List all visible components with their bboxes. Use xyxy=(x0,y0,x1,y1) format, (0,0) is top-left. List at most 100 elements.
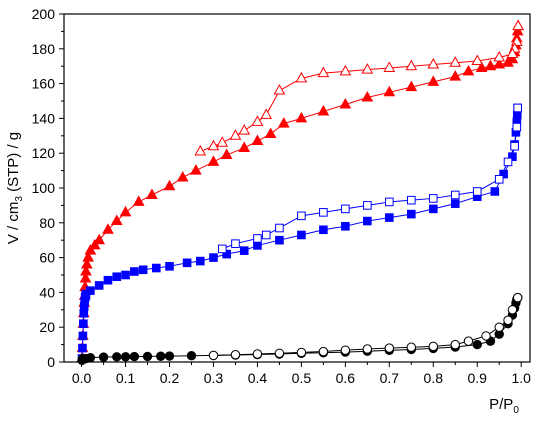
data-point xyxy=(78,331,88,341)
x-tick-label: 0.6 xyxy=(336,370,356,386)
data-point xyxy=(146,188,158,199)
data-point xyxy=(493,50,506,62)
data-point xyxy=(341,204,350,214)
data-point xyxy=(261,230,271,240)
x-tick-label: 0.2 xyxy=(160,370,180,386)
data-point xyxy=(296,347,307,358)
data-point xyxy=(110,214,123,226)
data-point xyxy=(121,270,130,280)
data-point xyxy=(252,349,263,359)
data-point xyxy=(194,144,207,156)
data-point xyxy=(494,175,504,184)
x-tick-label: 0.1 xyxy=(116,370,136,386)
data-point xyxy=(484,59,497,71)
y-axis-ticks: 0 20 40 60 80 100 120 140 160 180 200 xyxy=(32,6,64,370)
data-point xyxy=(481,331,491,341)
data-point xyxy=(317,104,330,116)
x-tick-label: 0.9 xyxy=(468,370,488,386)
data-point xyxy=(490,187,500,196)
data-point xyxy=(295,111,308,123)
data-point xyxy=(406,342,417,352)
data-point xyxy=(79,308,89,318)
data-point xyxy=(363,201,372,210)
x-tick-label: 0.5 xyxy=(292,370,312,386)
data-point xyxy=(449,56,462,67)
data-point xyxy=(84,244,97,255)
data-point xyxy=(428,204,438,214)
data-point xyxy=(475,61,488,72)
data-point xyxy=(450,339,460,350)
data-point xyxy=(152,263,161,273)
y-tick-label: 0 xyxy=(47,354,55,370)
data-point xyxy=(341,221,350,231)
data-point xyxy=(297,211,306,221)
data-point xyxy=(82,251,95,262)
data-point xyxy=(512,19,524,31)
x-tick-label: 0.0 xyxy=(72,370,92,386)
data-point xyxy=(427,75,440,86)
data-point xyxy=(361,90,374,102)
data-point xyxy=(129,351,140,362)
data-point xyxy=(93,233,106,245)
data-point xyxy=(78,343,87,353)
data-point xyxy=(506,52,519,64)
data-point xyxy=(138,265,148,275)
data-point xyxy=(503,157,513,167)
data-point xyxy=(463,336,474,346)
x-tick-label: 0.3 xyxy=(204,370,224,386)
series-line xyxy=(222,107,519,250)
data-point xyxy=(472,339,482,350)
data-point xyxy=(81,258,93,269)
data-point xyxy=(86,286,95,295)
data-point xyxy=(264,127,277,139)
data-point xyxy=(405,59,418,71)
data-point xyxy=(428,194,438,203)
data-point xyxy=(238,124,251,135)
data-point xyxy=(251,115,264,126)
data-point xyxy=(462,64,475,76)
y-tick-label: 40 xyxy=(39,284,55,300)
data-point xyxy=(80,264,92,276)
y-tick-label: 180 xyxy=(32,41,56,57)
data-point xyxy=(186,351,197,361)
data-point xyxy=(274,348,285,358)
data-point xyxy=(156,351,166,361)
data-point xyxy=(229,129,242,140)
data-point xyxy=(251,134,264,146)
data-point xyxy=(94,281,104,290)
x-tick-label: 0.7 xyxy=(380,370,400,386)
data-point xyxy=(471,54,484,65)
data-point xyxy=(340,345,351,355)
data-point xyxy=(119,205,132,217)
data-point xyxy=(277,117,290,128)
data-point xyxy=(85,352,96,363)
x-tick-label: 0.4 xyxy=(248,370,268,386)
data-point xyxy=(239,246,249,255)
data-point xyxy=(383,61,396,72)
data-point xyxy=(405,80,418,92)
data-point xyxy=(384,343,395,353)
data-point xyxy=(319,208,328,217)
data-point xyxy=(182,258,192,268)
data-point xyxy=(450,190,460,200)
data-point xyxy=(132,195,145,206)
data-point xyxy=(494,322,504,332)
data-point xyxy=(112,272,122,282)
series-2 xyxy=(77,103,522,363)
data-point xyxy=(317,66,330,78)
y-axis-title-main: V / cm xyxy=(5,202,22,245)
data-point xyxy=(102,223,114,234)
data-point xyxy=(273,84,286,95)
x-axis-title-main: P/P xyxy=(489,396,513,413)
data-point xyxy=(385,213,394,222)
y-tick-label: 140 xyxy=(32,110,56,126)
data-point xyxy=(98,352,109,362)
x-axis-title: P/P0 xyxy=(489,396,519,416)
series-layer xyxy=(76,19,524,365)
x-tick-label: 0.8 xyxy=(424,370,444,386)
y-tick-label: 200 xyxy=(32,6,56,22)
data-point xyxy=(275,223,284,233)
data-point xyxy=(216,136,229,147)
data-point xyxy=(120,352,131,362)
